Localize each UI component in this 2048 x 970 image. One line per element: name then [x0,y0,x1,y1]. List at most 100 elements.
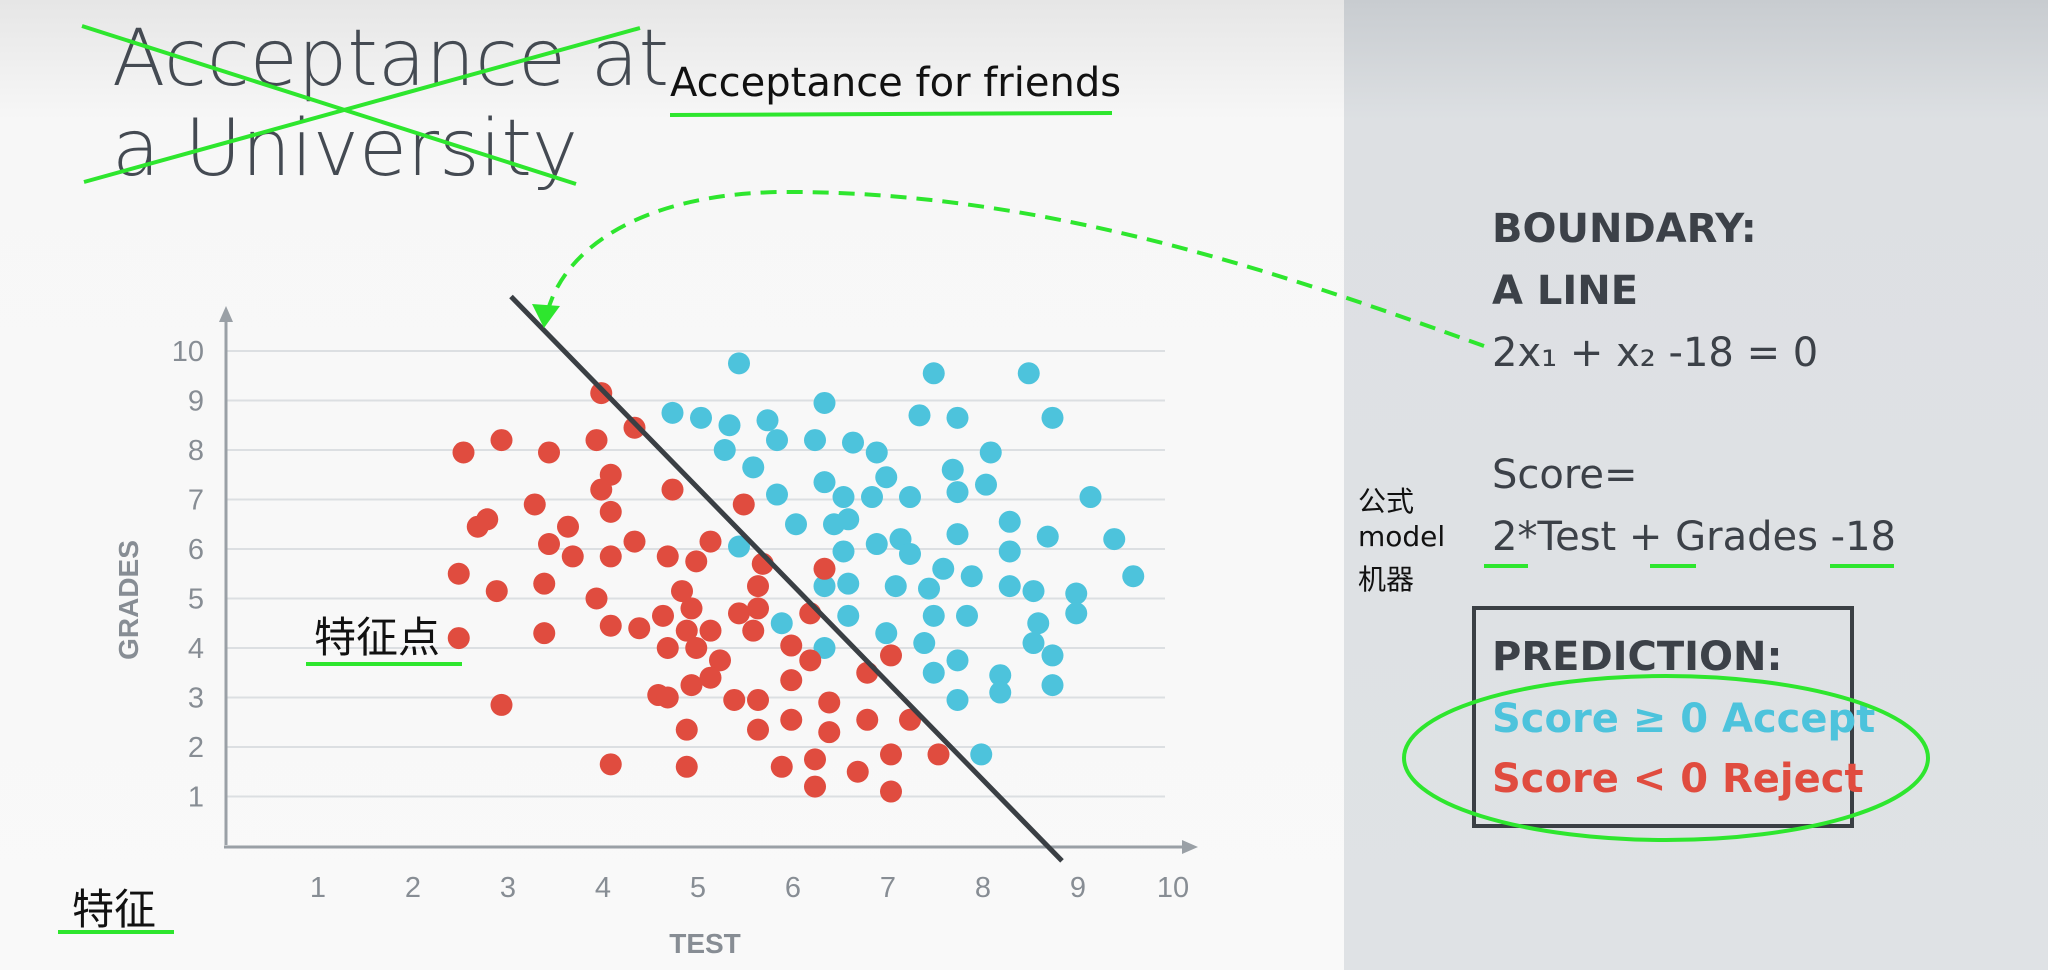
feature-note: 特征 [72,885,157,934]
accept-rule: Score ≥ 0 Accept [1492,696,1876,742]
data-points [447,352,1145,803]
accept-point [960,565,983,588]
reject-point [671,580,693,603]
reject-point [447,562,470,585]
boundary-line [509,294,1064,863]
reject-point [685,550,708,573]
reject-point [699,530,722,553]
accept-point [899,542,921,565]
reject-point [856,708,879,731]
reject-point [728,602,750,625]
reject-point [490,429,513,452]
reject-point [880,743,902,766]
x-tick-label: 1 [310,872,326,904]
accept-point [1079,486,1102,509]
accept-point [932,557,955,580]
reject-point [561,545,584,568]
accept-point [1022,632,1045,655]
accept-point [861,486,883,509]
accept-point [1041,674,1064,697]
reject-point [880,644,902,667]
reject-point [770,755,793,778]
accept-point [946,649,969,672]
reject-point [818,721,841,744]
x-tick-label: 8 [975,872,991,904]
accept-point [998,575,1021,598]
reject-point [656,686,679,709]
reject-point [485,580,508,603]
accept-point [832,486,855,509]
reject-point [656,545,679,568]
accept-point [875,622,898,645]
y-tick-label: 1 [188,782,204,814]
accept-point [865,533,888,556]
reject-point [675,755,698,778]
reject-point [523,493,546,516]
accept-point [766,429,788,452]
accept-point [713,439,736,461]
reject-point [680,597,703,620]
prediction-title: PREDICTION: [1492,634,1783,680]
accept-point [970,743,993,766]
chart-grid [226,350,1165,798]
replacement-title: Acceptance for friends [670,60,1122,106]
accept-point [922,604,945,627]
reject-point [685,637,708,659]
x-tick-label: 9 [1070,872,1086,904]
accept-point [975,473,997,496]
reject-point [846,760,869,783]
reject-point [599,614,622,637]
reject-rule: Score < 0 Reject [1492,756,1864,802]
tick-labels: 1 2 3 4 5 6 7 8 9 10 1 2 3 4 5 6 7 8 9 10 [172,336,1189,904]
reject-point [742,619,765,642]
accept-point [1122,565,1145,588]
accept-point [1065,602,1088,625]
reject-point [880,780,902,803]
accept-point [718,414,741,437]
reject-point [599,545,622,568]
reject-point [447,627,470,650]
x-tick-label: 2 [405,872,421,904]
reject-point [747,597,769,620]
accept-point [690,406,712,429]
y-tick-label: 9 [188,386,204,418]
accept-point [813,391,836,414]
y-tick-label: 6 [188,534,204,566]
reject-point [699,666,722,689]
accept-point [1027,612,1050,635]
reject-point [557,515,579,538]
reject-point [590,478,613,501]
accept-point [813,575,836,598]
reject-point [490,693,513,716]
reject-point [538,441,560,464]
accept-point [1065,582,1088,605]
reject-point [732,493,755,516]
reject-point [590,382,613,405]
y-tick-label: 4 [188,633,204,665]
accept-point [946,523,969,546]
accept-point [918,577,940,600]
reject-point [747,688,769,711]
reject-point [699,619,722,642]
x-tick-label: 5 [690,872,706,904]
score-label: Score= [1492,452,1638,498]
reject-point [533,622,556,645]
boundary-subtitle: A LINE [1492,268,1639,314]
y-tick-label: 10 [172,336,204,368]
accept-point [979,441,1002,464]
accept-point [998,510,1021,533]
chart-axes [219,306,1198,854]
accept-point [875,466,898,489]
accept-point [728,352,750,375]
accept-point [956,604,978,627]
accept-point [884,575,907,598]
reject-point [585,587,608,610]
formula-note-2: model [1358,520,1446,553]
scatter-chart: 1 2 3 4 5 6 7 8 9 10 1 2 3 4 5 6 7 8 9 10 TEST GRADES [113,294,1198,959]
reject-point [628,617,651,640]
accept-point [989,664,1012,687]
accept-point [837,508,860,531]
accept-point [922,362,945,385]
accept-point [946,481,969,504]
reject-point [813,557,836,580]
